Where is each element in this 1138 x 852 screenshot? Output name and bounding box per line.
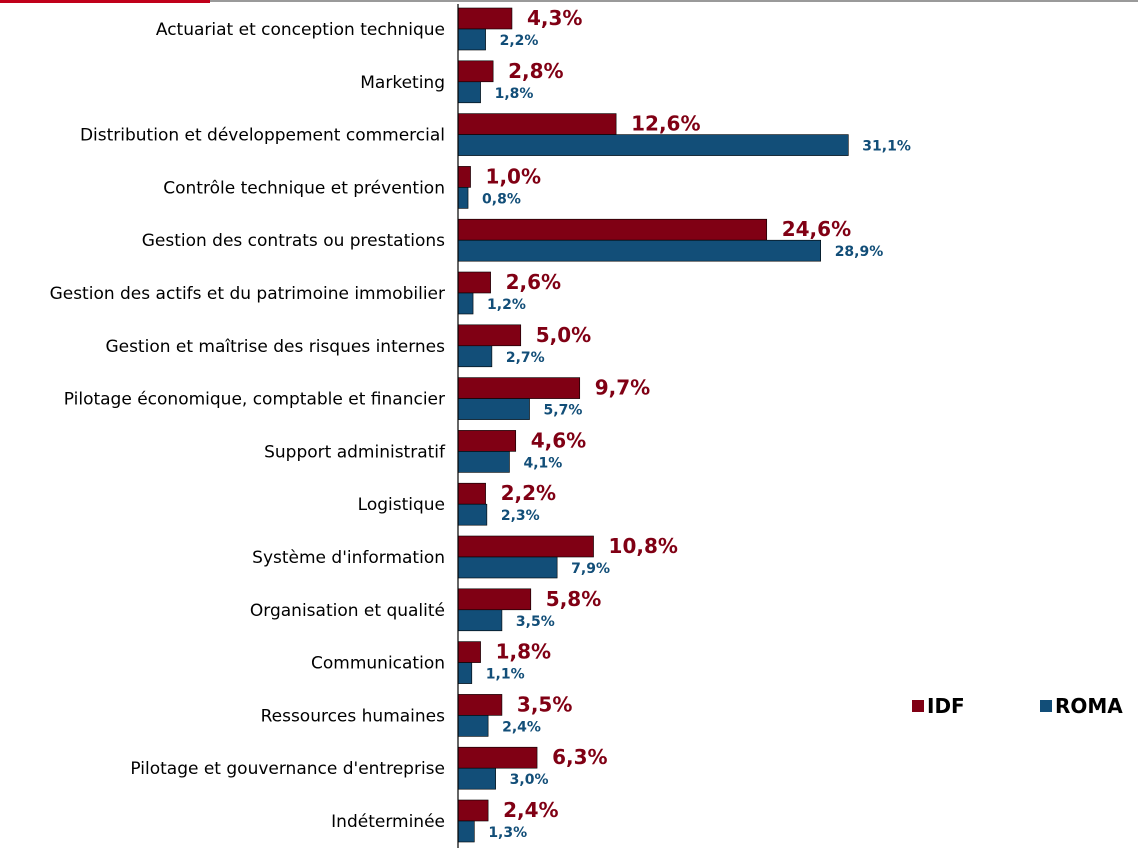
bar-roma xyxy=(457,134,849,156)
value-label-idf: 12,6% xyxy=(631,112,700,136)
category-label: Logistique xyxy=(358,495,445,515)
value-label-roma: 2,2% xyxy=(500,33,539,49)
value-label-idf: 3,5% xyxy=(517,692,572,716)
value-label-roma: 3,5% xyxy=(516,614,555,630)
value-label-idf: 4,3% xyxy=(527,6,582,30)
value-label-roma: 4,1% xyxy=(523,455,562,471)
category-label: Gestion des contrats ou prestations xyxy=(142,231,445,251)
bars-layer xyxy=(457,7,849,843)
value-label-idf: 24,6% xyxy=(782,217,851,241)
legend-label-idf: IDF xyxy=(927,694,965,718)
value-label-roma: 2,7% xyxy=(506,350,545,366)
value-label-idf: 2,6% xyxy=(506,270,561,294)
bar-roma xyxy=(457,503,488,526)
top-rule-accent xyxy=(0,0,210,3)
bar-roma xyxy=(457,451,510,473)
value-label-roma: 2,4% xyxy=(502,719,541,735)
value-labels: 4,3% 2,2% 2,8% 1,8% 12,6% 31,1% 1,0% 0,8% 24,6% 2… xyxy=(482,6,911,841)
category-label: Actuariat et conception technique xyxy=(156,20,445,40)
legend-label-roma: ROMA xyxy=(1055,694,1123,718)
category-label: Gestion et maîtrise des risques internes xyxy=(105,337,445,357)
bar-idf xyxy=(457,324,522,347)
legend-swatch-idf xyxy=(912,700,924,712)
value-label-idf: 2,4% xyxy=(503,798,558,822)
value-label-roma: 2,3% xyxy=(501,508,540,524)
top-rule-line xyxy=(0,0,1138,2)
bar-roma xyxy=(457,81,481,104)
bar-idf xyxy=(457,218,768,241)
bar-idf xyxy=(457,799,489,822)
bar-idf xyxy=(457,166,471,188)
bar-idf xyxy=(457,113,617,135)
value-label-roma: 7,9% xyxy=(571,561,610,577)
value-label-roma: 31,1% xyxy=(862,139,911,155)
bar-roma xyxy=(457,28,486,51)
bar-roma xyxy=(457,556,558,579)
value-label-idf: 9,7% xyxy=(595,376,650,400)
legend-swatch-roma xyxy=(1040,700,1052,712)
value-label-roma: 0,8% xyxy=(482,191,521,207)
value-label-idf: 2,2% xyxy=(501,481,556,505)
category-label: Ressources humaines xyxy=(261,706,446,726)
bar-idf xyxy=(457,694,503,716)
bar-roma xyxy=(457,662,473,684)
value-label-roma: 3,0% xyxy=(510,772,549,788)
legend: IDF ROMA xyxy=(912,694,1123,718)
value-label-idf: 5,8% xyxy=(546,587,601,611)
bar-roma xyxy=(457,345,493,368)
bar-idf xyxy=(457,641,481,663)
category-label: Marketing xyxy=(360,73,445,93)
category-label: Distribution et développement commercial xyxy=(80,126,445,146)
bar-roma xyxy=(457,609,503,632)
value-label-idf: 2,8% xyxy=(508,59,563,83)
bar-idf xyxy=(457,7,513,30)
value-label-roma: 1,8% xyxy=(495,86,534,102)
value-label-roma: 5,7% xyxy=(544,403,583,419)
top-rule xyxy=(0,0,1138,3)
bar-idf xyxy=(457,588,532,611)
value-label-roma: 1,1% xyxy=(486,667,525,683)
value-label-idf: 6,3% xyxy=(552,745,607,769)
value-label-idf: 5,0% xyxy=(536,323,591,347)
value-label-idf: 1,0% xyxy=(486,164,541,188)
bar-idf xyxy=(457,60,494,83)
category-label: Communication xyxy=(311,654,445,674)
bar-idf xyxy=(457,482,486,505)
category-label: Contrôle technique et prévention xyxy=(163,178,445,198)
category-label: Support administratif xyxy=(264,442,446,462)
bar-idf xyxy=(457,271,491,294)
category-label: Organisation et qualité xyxy=(250,601,445,621)
bar-roma xyxy=(457,187,469,209)
value-label-idf: 4,6% xyxy=(531,428,586,452)
category-label: Indéterminée xyxy=(331,812,445,832)
category-label: Gestion des actifs et du patrimoine immo… xyxy=(50,284,445,304)
category-label: Pilotage économique, comptable et financ… xyxy=(64,390,445,410)
category-label: Système d'information xyxy=(252,548,445,568)
bar-roma xyxy=(457,292,474,315)
bar-roma xyxy=(457,767,496,790)
bar-roma xyxy=(457,820,475,843)
value-label-idf: 1,8% xyxy=(496,640,551,664)
value-label-roma: 28,9% xyxy=(835,244,884,260)
value-label-roma: 1,2% xyxy=(487,297,526,313)
category-labels: Actuariat et conception technique Marketi… xyxy=(50,20,446,832)
bar-idf xyxy=(457,746,538,769)
bar-idf xyxy=(457,535,594,558)
bar-roma xyxy=(457,715,489,737)
bar-idf xyxy=(457,430,517,452)
value-label-idf: 10,8% xyxy=(609,534,678,558)
category-label: Pilotage et gouvernance d'entreprise xyxy=(130,759,445,779)
value-label-roma: 1,3% xyxy=(488,825,527,841)
bar-roma xyxy=(457,239,821,262)
bar-idf xyxy=(457,377,581,399)
bar-roma xyxy=(457,398,530,420)
